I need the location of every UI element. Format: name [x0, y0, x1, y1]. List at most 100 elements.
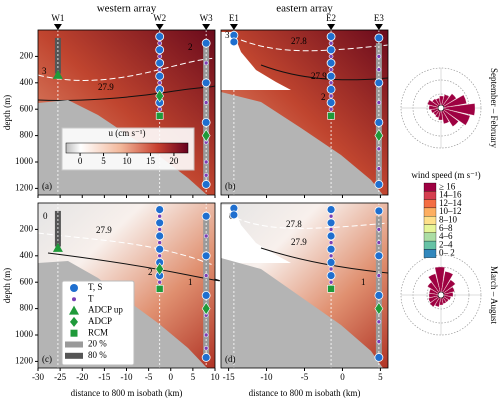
instrument-t: [376, 67, 382, 72]
contour: [235, 217, 389, 229]
colorbar-tick-label: 20: [169, 156, 179, 166]
instrument-ts: [326, 231, 336, 241]
instrument-t: [203, 172, 209, 178]
instrument-adcp: [155, 262, 165, 276]
instrument-t: [376, 100, 382, 105]
contour-label: 27.9: [98, 82, 114, 92]
contour-label: 2: [321, 92, 326, 102]
rose-wedge: [440, 107, 471, 126]
instrument-ts: [155, 71, 165, 81]
y-tick-label: 200: [20, 223, 34, 233]
contour-label: 27.9: [96, 225, 112, 235]
rose-wedge: [440, 93, 457, 109]
mooring-marker: [327, 24, 336, 30]
mooring-marker: [202, 24, 211, 30]
y-axis-label: depth (m): [2, 95, 12, 130]
contour-label: 27.8: [286, 219, 302, 229]
instrument-ts: [374, 353, 384, 362]
legend-label: 80 %: [88, 350, 107, 360]
rose-wedge: [440, 271, 454, 296]
colorbar: [65, 142, 189, 154]
instrument-ts: [374, 180, 384, 189]
panel: [221, 203, 389, 368]
contour-label: 27.9: [311, 71, 327, 81]
instrument-t: [376, 339, 382, 344]
instrument-t: [203, 100, 209, 105]
legend-label: T, S: [88, 282, 102, 292]
instrument-t: [328, 227, 334, 232]
instrument-t: [203, 159, 209, 165]
rose-wedge: [428, 105, 442, 110]
instrument-t: [157, 67, 162, 72]
legend-label: ADCP up: [88, 305, 123, 315]
wind-class-label: 8–10: [439, 214, 458, 224]
x-axis-label: distance to 800 m isobath (km): [249, 388, 361, 398]
wind-class-label: 14–16: [439, 190, 462, 200]
instrument-t: [157, 80, 162, 86]
instrument-t: [376, 319, 382, 325]
mooring-name: E2: [326, 13, 336, 23]
rose-wedge: [428, 294, 442, 303]
instrument-ts: [155, 244, 165, 254]
x-tick-label: 0: [340, 372, 345, 382]
mooring-marker: [229, 24, 238, 30]
rose-wedge: [428, 293, 442, 298]
instrument-ts: [155, 231, 165, 241]
mooring-marker: [155, 24, 164, 30]
instrument-rcm: [155, 284, 164, 293]
instrument-t: [328, 253, 334, 259]
instrument-ts: [326, 271, 336, 281]
instrument-t: [376, 240, 382, 245]
mooring-name: W1: [51, 13, 64, 23]
wind-colorbar-swatch: [423, 199, 437, 209]
instrument-t: [203, 233, 209, 239]
x-tick-label: -10: [261, 372, 273, 382]
mooring-marker: [374, 24, 383, 30]
instrument-ts: [155, 32, 165, 41]
rose-wedge: [434, 266, 445, 296]
rose-wedge: [440, 286, 455, 296]
contour-label: 27.9: [291, 237, 307, 247]
contour: [240, 39, 389, 52]
instrument-ts: [326, 32, 336, 41]
colorbar-label: u (cm s⁻¹): [109, 128, 146, 138]
x-tick-label: -30: [32, 372, 44, 382]
instrument-t: [157, 240, 162, 245]
wind-class-label: 12–14: [439, 198, 462, 208]
wind-colorbar-swatch: [423, 224, 437, 233]
legend-label: 20 %: [88, 339, 107, 349]
y-axis-label: depth (m): [2, 268, 12, 303]
instrument-t: [328, 93, 334, 99]
instrument-ts: [155, 58, 165, 68]
instrument-adcp: [374, 302, 384, 316]
rose-wedge: [440, 94, 467, 109]
instrument-ts: [229, 210, 239, 220]
instrument-t: [376, 54, 382, 59]
legend-swatch: [65, 352, 83, 359]
mooring-name: W2: [153, 13, 166, 23]
y-tick-label: 1200: [15, 355, 34, 365]
contour-label: 1: [361, 277, 366, 287]
instrument-t: [328, 279, 334, 285]
instrument-ts: [326, 85, 336, 94]
instrument-t: [203, 345, 209, 351]
contour: [260, 64, 389, 81]
y-tick-label: 1000: [15, 156, 34, 166]
instrument-ts: [374, 33, 384, 43]
rose-wedge: [439, 95, 444, 109]
legend-label: T: [88, 293, 94, 303]
instrument-ts: [201, 211, 211, 221]
instrument-t: [157, 106, 162, 112]
instrument-ts: [326, 45, 336, 55]
contour: [47, 252, 220, 282]
instrument-t: [157, 40, 162, 46]
instrument-ts: [201, 38, 211, 48]
instrument-t: [203, 273, 209, 278]
instrument-ts: [374, 251, 384, 261]
wind-class-label: 4–6: [439, 231, 453, 241]
instrument-rcm: [327, 284, 335, 293]
x-axis-label: distance to 800 m isobath (km): [71, 388, 183, 398]
x-tick-label: -10: [121, 372, 133, 382]
instrument-ts: [155, 205, 165, 215]
instrument-t: [157, 54, 162, 59]
